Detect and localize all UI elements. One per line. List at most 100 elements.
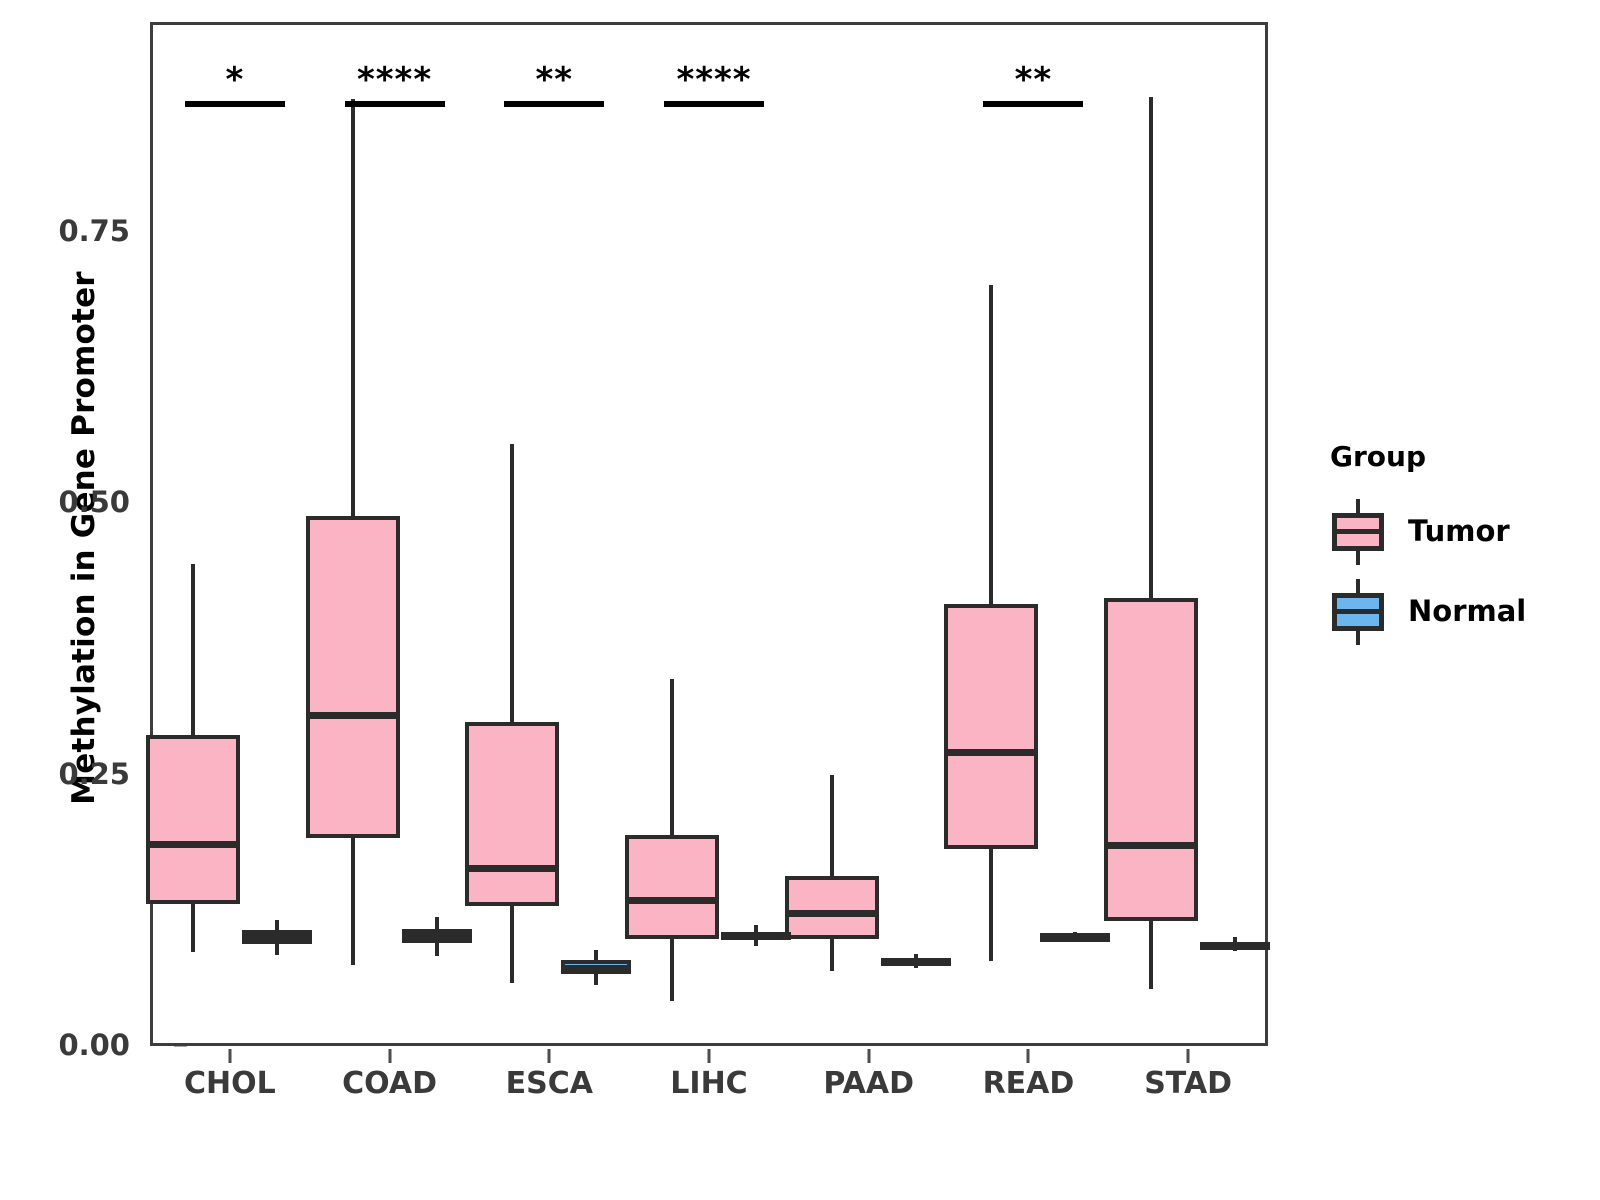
- whisker-lower: [274, 943, 279, 955]
- median-line: [880, 958, 951, 966]
- boxplot-normal-lihc: [153, 25, 1265, 1043]
- median-line: [561, 964, 632, 972]
- box: [1104, 598, 1199, 921]
- whisker-lower: [190, 903, 195, 953]
- whisker-upper: [1233, 937, 1238, 942]
- whisker-upper: [989, 284, 994, 604]
- significance-bracket-esca: [504, 101, 605, 107]
- boxplot-tumor-lihc: [153, 25, 1265, 1043]
- y-axis-tick-label: 0.75: [58, 213, 130, 248]
- significance-label-esca: **: [535, 60, 574, 100]
- median-line: [401, 932, 472, 940]
- boxplot-tumor-coad: [153, 25, 1265, 1043]
- whisker-upper: [274, 919, 279, 930]
- whisker-upper: [829, 775, 834, 877]
- box: [784, 876, 879, 940]
- x-axis-tick-mark: [1026, 1049, 1030, 1063]
- legend-entries: Tumor Normal: [1330, 495, 1590, 647]
- boxplot-normal-stad: [153, 25, 1271, 1043]
- plot-area: * **** ** **** **: [145, 25, 1271, 1043]
- median-line: [625, 897, 719, 905]
- legend-item-tumor[interactable]: Tumor: [1330, 495, 1590, 567]
- median-line: [1200, 941, 1271, 949]
- x-axis-tick-label: READ: [982, 1066, 1075, 1101]
- whisker-lower: [350, 838, 355, 966]
- box: [145, 735, 240, 904]
- y-axis-tick-labels: 0.00 0.25 0.50 0.75: [38, 0, 187, 1200]
- box: [944, 603, 1039, 850]
- legend: Group Tumor Normal: [1330, 440, 1590, 655]
- x-axis-tick-mark: [388, 1049, 392, 1063]
- y-axis-tick-label: 0.00: [58, 1028, 130, 1062]
- whisker-lower: [989, 849, 994, 962]
- whisker-upper: [754, 925, 758, 932]
- legend-item-normal[interactable]: Normal: [1330, 575, 1590, 647]
- x-axis-tick-mark: [867, 1049, 871, 1063]
- boxplot-normal-chol: [153, 25, 1265, 1043]
- whisker-upper: [1149, 96, 1154, 599]
- whisker-lower: [754, 940, 758, 946]
- boxplot-tumor-chol: [145, 25, 1265, 1043]
- boxplot-tumor-read: [153, 25, 1265, 1043]
- median-line: [145, 840, 240, 848]
- boxplot-tumor-paad: [153, 25, 1265, 1043]
- median-line: [1040, 933, 1111, 941]
- y-axis-tick-label: 0.25: [58, 756, 130, 791]
- plot-panel: * **** ** **** **: [145, 22, 1271, 1046]
- significance-bracket-coad: [344, 101, 445, 107]
- whisker-upper: [670, 678, 674, 836]
- whisker-lower: [434, 942, 439, 956]
- legend-label: Tumor: [1408, 514, 1510, 548]
- boxplot-normal-coad: [153, 25, 1265, 1043]
- whisker-lower: [1233, 948, 1238, 952]
- legend-key-normal-icon: [1330, 579, 1386, 645]
- x-axis-tick-label: LIHC: [670, 1066, 748, 1101]
- median-line: [784, 910, 879, 918]
- significance-label-chol: *: [225, 60, 245, 100]
- legend-label: Normal: [1408, 594, 1527, 628]
- whisker-upper: [510, 444, 515, 723]
- x-axis-tick-mark: [547, 1049, 551, 1063]
- significance-bracket-chol: [184, 101, 285, 107]
- whisker-upper: [913, 953, 918, 958]
- median-line: [241, 933, 312, 941]
- significance-bracket-read: [983, 101, 1084, 107]
- median-line: [1104, 841, 1199, 849]
- median-line: [944, 748, 1039, 756]
- whisker-upper: [190, 563, 195, 736]
- median-line: [465, 864, 560, 872]
- x-axis-tick-mark: [228, 1049, 232, 1063]
- box: [625, 835, 719, 940]
- x-axis-tick-label: STAD: [1144, 1066, 1233, 1101]
- boxplot-normal-paad: [153, 25, 1265, 1043]
- x-axis-tick-mark: [707, 1049, 711, 1063]
- box: [465, 722, 560, 906]
- whisker-upper: [594, 950, 599, 961]
- x-axis-tick-label: CHOL: [183, 1066, 276, 1101]
- whisker-lower: [670, 939, 674, 1002]
- median-line: [721, 933, 791, 941]
- boxplot-tumor-esca: [153, 25, 1265, 1043]
- significance-bracket-lihc: [664, 101, 764, 107]
- boxplot-normal-esca: [153, 25, 1265, 1043]
- whisker-lower: [829, 939, 834, 971]
- whisker-lower: [1149, 920, 1154, 990]
- x-axis-tick-label: COAD: [342, 1066, 437, 1101]
- x-axis-tick-label: PAAD: [823, 1066, 914, 1101]
- significance-label-lihc: ****: [676, 60, 752, 100]
- whisker-upper: [350, 98, 355, 516]
- boxplot-normal-read: [153, 25, 1265, 1043]
- significance-label-read: **: [1014, 60, 1053, 100]
- box: [305, 515, 400, 839]
- whisker-upper: [1073, 931, 1078, 934]
- boxplot-tumor-stad: [153, 25, 1265, 1043]
- significance-label-coad: ****: [357, 60, 433, 100]
- whisker-lower: [510, 905, 515, 983]
- median-line: [305, 711, 400, 719]
- whisker-upper: [434, 916, 439, 929]
- legend-key-tumor-icon: [1330, 499, 1386, 565]
- whisker-lower: [594, 974, 599, 985]
- x-axis-tick-mark: [1186, 1049, 1190, 1063]
- whisker-lower: [913, 964, 918, 968]
